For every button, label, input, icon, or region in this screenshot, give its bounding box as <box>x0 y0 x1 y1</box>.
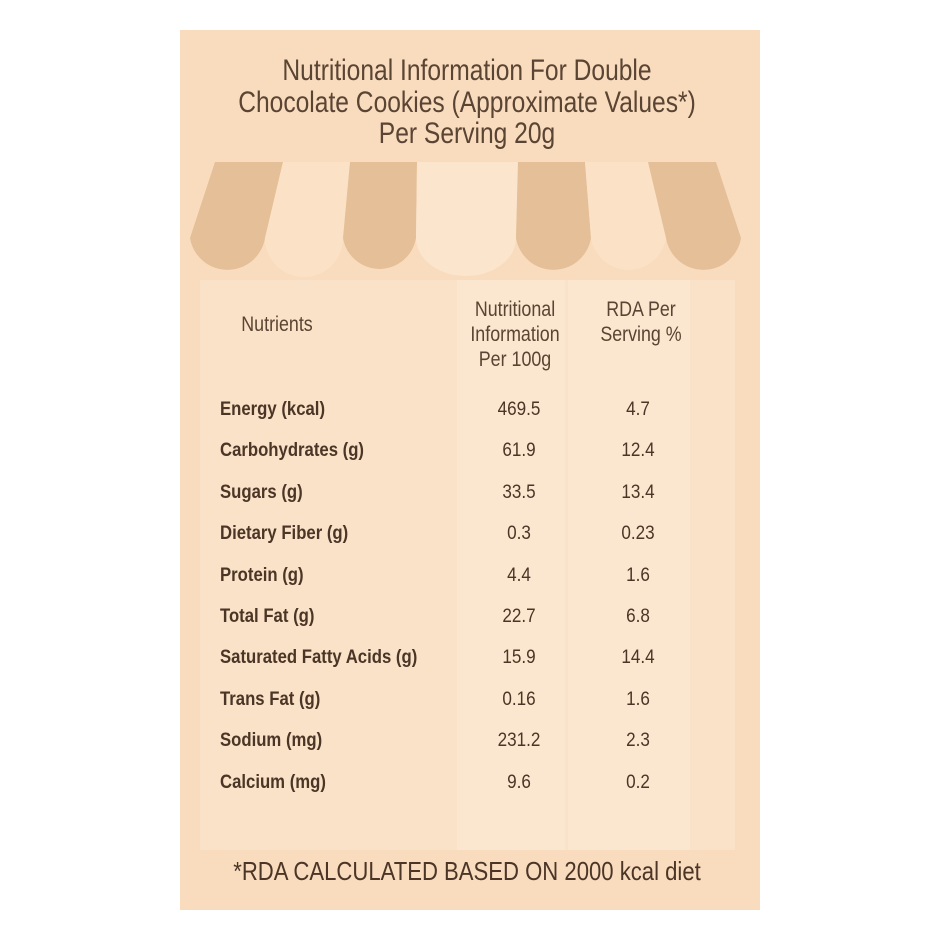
rda-value: 14.4 <box>621 647 655 669</box>
per-100g-value: 0.16 <box>502 688 536 710</box>
stripe <box>343 162 417 269</box>
nutrient-name: Calcium (mg) <box>220 771 326 793</box>
column-header: Information <box>470 323 560 346</box>
stripe <box>516 162 591 270</box>
nutrient-name: Saturated Fatty Acids (g) <box>220 647 418 669</box>
column-header: Nutritional <box>474 298 556 321</box>
footnote: *RDA CALCULATED BASED ON 2000 kcal diet <box>233 856 701 886</box>
column-shade <box>457 280 565 850</box>
per-100g-value: 9.6 <box>507 771 531 793</box>
per-100g-value: 231.2 <box>497 730 541 752</box>
stripe <box>648 162 741 270</box>
nutrient-name: Energy (kcal) <box>220 399 326 420</box>
per-100g-value: 33.5 <box>502 481 536 503</box>
nutrient-name: Total Fat (g) <box>220 606 315 627</box>
nutrient-name: Dietary Fiber (g) <box>220 523 349 545</box>
nutrient-name: Protein (g) <box>220 564 304 586</box>
per-100g-value: 469.5 <box>497 399 541 420</box>
column-shade <box>568 280 690 850</box>
rda-value: 4.7 <box>626 399 650 420</box>
per-100g-value: 15.9 <box>502 647 536 669</box>
title-line: Nutritional Information For Double <box>282 54 652 87</box>
stripe <box>265 162 350 277</box>
stripe <box>416 162 518 276</box>
rda-value: 1.6 <box>626 564 650 586</box>
column-header: RDA Per <box>606 298 676 321</box>
title-line: Per Serving 20g <box>378 117 556 150</box>
nutrient-name: Sodium (mg) <box>220 730 323 752</box>
awning-stripes <box>190 162 741 277</box>
rda-value: 12.4 <box>621 440 655 462</box>
per-100g-value: 4.4 <box>507 564 531 586</box>
rda-value: 6.8 <box>626 606 650 627</box>
rda-value: 2.3 <box>626 730 650 752</box>
nutrient-name: Trans Fat (g) <box>220 688 321 710</box>
per-100g-value: 61.9 <box>502 440 536 462</box>
title-line: Chocolate Cookies (Approximate Values*) <box>238 86 696 119</box>
rda-value: 0.23 <box>621 523 655 545</box>
stripe <box>190 162 283 270</box>
nutrient-name: Carbohydrates (g) <box>220 440 365 462</box>
column-header: Nutrients <box>241 313 313 336</box>
nutrient-name: Sugars (g) <box>220 481 303 503</box>
column-header: Serving % <box>600 323 682 346</box>
rda-value: 1.6 <box>626 688 650 710</box>
per-100g-value: 22.7 <box>502 606 536 627</box>
rda-value: 0.2 <box>626 771 650 793</box>
rda-value: 13.4 <box>621 481 655 503</box>
stripe <box>585 162 666 270</box>
column-header: Per 100g <box>478 348 552 371</box>
per-100g-value: 0.3 <box>507 523 531 545</box>
